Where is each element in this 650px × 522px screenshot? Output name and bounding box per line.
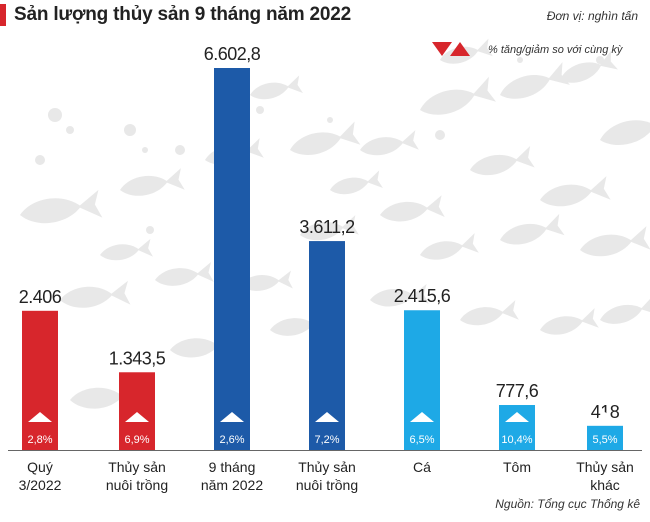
increase-arrow-icon <box>410 412 434 422</box>
fish-shape <box>560 50 618 83</box>
fish-shape <box>100 238 153 261</box>
value-label: 2.406 <box>19 287 62 307</box>
fish-shape <box>120 168 185 196</box>
fish-shape <box>420 76 497 115</box>
category-label: Quý <box>27 459 53 475</box>
legend-label: % tăng/giảm so với cùng kỳ <box>488 44 623 56</box>
growth-label: 7,2% <box>314 434 339 446</box>
fish-shape <box>20 189 103 224</box>
bubble-shape <box>596 56 604 64</box>
bar <box>587 425 623 450</box>
fish-shape <box>250 75 303 100</box>
fish-shape <box>300 215 359 241</box>
value-label: 418 <box>591 402 620 422</box>
bar <box>404 310 440 450</box>
bubble-shape <box>35 155 45 165</box>
category-label: nuôi trồng <box>296 477 358 493</box>
fish-shape <box>540 176 611 207</box>
legend-arrows-icon <box>432 42 470 56</box>
fish-shape <box>500 213 565 245</box>
bubble-shape <box>256 106 264 114</box>
fish-shape <box>360 130 419 156</box>
fish-shape <box>380 195 445 222</box>
bubble-shape <box>142 147 148 153</box>
category-label: Cá <box>413 459 431 475</box>
fish-shape <box>370 283 429 307</box>
increase-arrow-icon <box>315 412 339 422</box>
fish-shape <box>60 280 131 308</box>
growth-label: 5,5% <box>592 434 617 446</box>
fish-shape <box>290 121 361 155</box>
value-label: 6.602,8 <box>204 44 261 64</box>
bubble-shape <box>175 145 185 155</box>
bar <box>119 372 155 450</box>
category-label: khác <box>590 477 620 493</box>
category-label: Thủy sản <box>298 459 356 475</box>
fish-shape <box>155 262 214 286</box>
growth-label: 6,5% <box>409 434 434 446</box>
fish-shape <box>420 233 479 260</box>
growth-label: 10,4% <box>501 434 532 446</box>
value-label: 777,6 <box>496 381 539 401</box>
growth-label: 2,8% <box>27 434 52 446</box>
category-label: Tôm <box>503 459 531 475</box>
growth-label: 6,9% <box>124 434 149 446</box>
fish-shape <box>600 120 650 146</box>
category-label: 9 tháng <box>209 459 256 475</box>
fish-shape <box>580 226 650 257</box>
title-accent <box>0 4 6 26</box>
source-note: Nguồn: Tổng cục Thống kê <box>495 497 640 511</box>
value-label: 1.343,5 <box>109 348 166 368</box>
value-label: 3.611,2 <box>299 217 355 237</box>
unit-label: Đơn vị: nghìn tấn <box>546 9 638 23</box>
category-label: Thủy sản <box>576 459 634 475</box>
bubble-shape <box>327 117 333 123</box>
value-label: 2.415,6 <box>394 286 451 306</box>
bubble-shape <box>146 226 154 234</box>
bar <box>214 68 250 450</box>
increase-arrow-icon <box>125 412 149 422</box>
chart-title: Sản lượng thủy sản 9 tháng năm 2022 <box>14 4 352 25</box>
bubble-shape <box>124 124 136 136</box>
category-label: nuôi trồng <box>106 477 168 493</box>
increase-arrow-icon <box>505 412 529 422</box>
bar <box>22 310 58 450</box>
fish-shape <box>460 300 519 326</box>
category-label: năm 2022 <box>201 477 263 493</box>
title-bar: Sản lượng thủy sản 9 tháng năm 2022 Đơn … <box>0 0 650 30</box>
bubble-shape <box>66 126 74 134</box>
growth-label: 2,6% <box>219 434 244 446</box>
increase-arrow-icon <box>220 412 244 422</box>
bubble-shape <box>48 108 62 122</box>
category-label: Thủy sản <box>108 459 166 475</box>
bubble-shape <box>435 130 445 140</box>
legend: % tăng/giảm so với cùng kỳ <box>428 40 648 60</box>
increase-arrow-icon <box>593 412 617 422</box>
fish-shape <box>470 145 535 176</box>
increase-arrow-icon <box>28 412 52 422</box>
category-label: 3/2022 <box>19 477 62 493</box>
bubble-shape <box>517 57 523 63</box>
fish-shape <box>540 308 599 335</box>
fish-shape <box>330 170 383 195</box>
